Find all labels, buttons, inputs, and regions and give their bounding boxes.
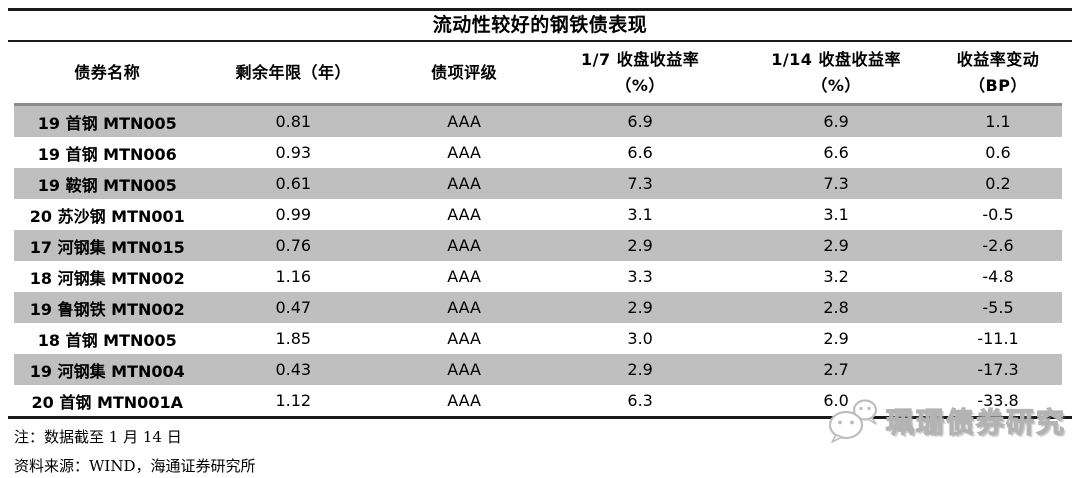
cell-rating: AAA: [447, 298, 481, 317]
bottom-rule: [8, 416, 1072, 419]
cell-change_bp: -17.3: [977, 360, 1019, 379]
header-line1: 剩余年限（年）: [235, 62, 352, 82]
cell-yield_0114: 6.6: [823, 143, 849, 162]
table-row: 20 首钢 MTN001A 1.12 AAA 6.3 6.0 -33.8: [14, 385, 1062, 416]
header-yield-0107: 1/7 收盘收益率 （%）: [542, 47, 738, 99]
cell-yield_0114: 2.7: [823, 360, 849, 379]
cell-yield_0107: 6.9: [627, 112, 653, 131]
cell-change_bp: -4.8: [982, 267, 1014, 286]
cell-rating: AAA: [447, 112, 481, 131]
cell-name: 20 苏沙钢 MTN001: [29, 206, 185, 226]
header-line1: 1/7 收盘收益率: [581, 49, 700, 69]
cell-name: 19 鲁钢铁 MTN002: [29, 299, 185, 319]
cell-yield_0107: 2.9: [627, 360, 653, 379]
cell-rating: AAA: [447, 267, 481, 286]
header-yield-0114: 1/14 收盘收益率 （%）: [738, 47, 934, 99]
header-remaining-years: 剩余年限（年）: [201, 60, 386, 86]
cell-yield_0114: 6.0: [823, 391, 849, 410]
header-bond-name: 债券名称: [14, 60, 201, 86]
cell-name: 19 首钢 MTN006: [37, 144, 177, 164]
table-header-row: 债券名称 剩余年限（年） 债项评级 1/7 收盘收益率 （%） 1/14 收盘收…: [14, 42, 1062, 103]
bond-table: 债券名称 剩余年限（年） 债项评级 1/7 收盘收益率 （%） 1/14 收盘收…: [14, 42, 1062, 416]
header-line2: （%）: [615, 75, 665, 95]
cell-change_bp: 0.2: [985, 174, 1011, 193]
cell-yield_0114: 2.9: [823, 236, 849, 255]
cell-years: 0.61: [275, 174, 312, 193]
cell-change_bp: -0.5: [982, 205, 1014, 224]
cell-rating: AAA: [447, 236, 481, 255]
cell-change_bp: -2.6: [982, 236, 1014, 255]
cell-yield_0114: 3.1: [823, 205, 849, 224]
cell-rating: AAA: [447, 329, 481, 348]
cell-yield_0107: 2.9: [627, 298, 653, 317]
cell-years: 0.43: [275, 360, 312, 379]
cell-change_bp: -33.8: [977, 391, 1019, 410]
cell-yield_0114: 6.9: [823, 112, 849, 131]
cell-yield_0107: 3.1: [627, 205, 653, 224]
cell-name: 20 首钢 MTN001A: [31, 392, 183, 412]
top-rule: [8, 8, 1072, 11]
table-row: 20 苏沙钢 MTN001 0.99 AAA 3.1 3.1 -0.5: [14, 199, 1062, 230]
cell-change_bp: -5.5: [982, 298, 1014, 317]
note-source: 资料来源：WIND，海通证券研究所: [14, 457, 256, 475]
cell-yield_0114: 3.2: [823, 267, 849, 286]
cell-yield_0107: 2.9: [627, 236, 653, 255]
cell-change_bp: 0.6: [985, 143, 1011, 162]
cell-yield_0107: 3.3: [627, 267, 653, 286]
table-row: 17 河钢集 MTN015 0.76 AAA 2.9 2.9 -2.6: [14, 230, 1062, 261]
cell-yield_0107: 6.6: [627, 143, 653, 162]
table-row: 19 首钢 MTN006 0.93 AAA 6.6 6.6 0.6: [14, 137, 1062, 168]
header-line1: 1/14 收盘收益率: [771, 49, 902, 69]
table-row: 18 河钢集 MTN002 1.16 AAA 3.3 3.2 -4.8: [14, 261, 1062, 292]
cell-rating: AAA: [447, 174, 481, 193]
header-divider-rule: [14, 103, 1062, 106]
cell-yield_0107: 7.3: [627, 174, 653, 193]
header-line2: （%）: [811, 75, 861, 95]
cell-yield_0114: 7.3: [823, 174, 849, 193]
table-footnotes: 注：数据截至 1 月 14 日 资料来源：WIND，海通证券研究所: [14, 426, 1080, 477]
cell-yield_0107: 6.3: [627, 391, 653, 410]
cell-years: 0.81: [275, 112, 312, 131]
cell-years: 1.85: [275, 329, 312, 348]
cell-years: 0.99: [275, 205, 312, 224]
cell-yield_0107: 3.0: [627, 329, 653, 348]
header-line1: 收益率变动: [956, 49, 1040, 69]
cell-rating: AAA: [447, 143, 481, 162]
table-row: 18 首钢 MTN005 1.85 AAA 3.0 2.9 -11.1: [14, 323, 1062, 354]
cell-yield_0114: 2.8: [823, 298, 849, 317]
table-row: 19 首钢 MTN005 0.81 AAA 6.9 6.9 1.1: [14, 106, 1062, 137]
cell-rating: AAA: [447, 391, 481, 410]
cell-rating: AAA: [447, 360, 481, 379]
cell-years: 0.76: [275, 236, 312, 255]
header-bond-rating: 债项评级: [386, 60, 542, 86]
table-body: 19 首钢 MTN005 0.81 AAA 6.9 6.9 1.1 19 首钢 MTN006…: [14, 106, 1062, 416]
cell-name: 18 首钢 MTN005: [37, 330, 177, 350]
cell-rating: AAA: [447, 205, 481, 224]
header-line1: 债项评级: [431, 62, 498, 82]
header-line1: 债券名称: [74, 62, 141, 82]
cell-name: 19 河钢集 MTN004: [29, 361, 185, 381]
cell-name: 19 首钢 MTN005: [37, 113, 177, 133]
cell-change_bp: -11.1: [977, 329, 1019, 348]
note-data-cutoff: 注：数据截至 1 月 14 日: [14, 428, 182, 446]
table-row: 19 鞍钢 MTN005 0.61 AAA 7.3 7.3 0.2: [14, 168, 1062, 199]
cell-years: 1.12: [275, 391, 312, 410]
table-row: 19 鲁钢铁 MTN002 0.47 AAA 2.9 2.8 -5.5: [14, 292, 1062, 323]
table-title: 流动性较好的钢铁债表现: [432, 14, 648, 36]
cell-name: 18 河钢集 MTN002: [29, 268, 185, 288]
cell-years: 0.93: [275, 143, 312, 162]
cell-yield_0114: 2.9: [823, 329, 849, 348]
title-rule: [8, 40, 1072, 42]
cell-name: 19 鞍钢 MTN005: [37, 175, 177, 195]
header-line2: （BP）: [969, 75, 1027, 95]
cell-name: 17 河钢集 MTN015: [29, 237, 185, 257]
cell-years: 1.16: [275, 267, 312, 286]
table-row: 19 河钢集 MTN004 0.43 AAA 2.9 2.7 -17.3: [14, 354, 1062, 385]
cell-years: 0.47: [275, 298, 312, 317]
cell-change_bp: 1.1: [985, 112, 1011, 131]
header-yield-change: 收益率变动 （BP）: [934, 47, 1062, 99]
